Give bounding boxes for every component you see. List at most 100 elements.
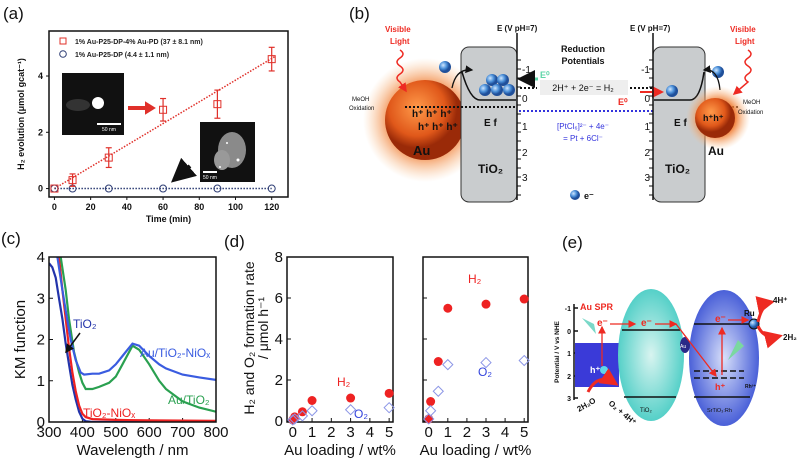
x-axis-label: Time (min) bbox=[146, 214, 191, 224]
electron-label-1: e⁻ bbox=[597, 318, 608, 329]
h2-reaction: 2H⁺ + 2e⁻ = H₂ bbox=[552, 83, 614, 93]
srtio3-label: SrTiO₃:Rh bbox=[707, 408, 732, 414]
electron-legend-icon bbox=[570, 190, 580, 200]
y-tick-label: 2 bbox=[275, 372, 283, 389]
tio2-ellipse bbox=[618, 289, 684, 421]
electron-icon bbox=[439, 61, 451, 73]
data-point-h2 bbox=[443, 303, 453, 313]
protons-label: 4H⁺ bbox=[773, 296, 787, 305]
band-bending-left bbox=[461, 71, 516, 101]
x-tick-label: 1 bbox=[444, 424, 452, 441]
meoh-left: MeOH bbox=[352, 97, 369, 103]
axis-tick-label: 2 bbox=[522, 148, 528, 159]
y-tick-label: 0 bbox=[37, 414, 45, 431]
y-axis-label: KM function bbox=[12, 300, 29, 379]
data-point-o2 bbox=[423, 413, 435, 425]
series-label: H₂ bbox=[468, 272, 482, 286]
panel-c-chart: 300 400 500 600 700 800 0 1 2 3 4 Wavelength / nm KM… bbox=[12, 249, 229, 459]
data-point-o2 bbox=[432, 385, 444, 397]
tio2-label-right: TiO₂ bbox=[665, 162, 690, 176]
tio2-label-e: TiO₂ bbox=[640, 408, 652, 414]
axis-tick-label: 1 bbox=[567, 351, 571, 358]
arrow-icon bbox=[65, 332, 81, 354]
panel-label-e: (e) bbox=[562, 233, 583, 252]
x-tick-label: 0 bbox=[289, 424, 297, 441]
axis-title-e: Potential / V vs NHE bbox=[554, 320, 561, 382]
x-axis-label: Au loading / wt% bbox=[284, 442, 396, 459]
data-point-square bbox=[104, 153, 113, 162]
data-point-o2 bbox=[289, 413, 301, 425]
e0-label-green: E⁰ bbox=[540, 70, 550, 80]
meoh-right: MeOH bbox=[743, 100, 760, 106]
data-point-h2 bbox=[426, 397, 436, 407]
meoh-right-2: Oxidation bbox=[738, 110, 763, 116]
panel-label-b: (b) bbox=[349, 4, 370, 23]
data-point-square bbox=[159, 105, 168, 114]
black-arrow-icon bbox=[170, 157, 197, 183]
axis-tick-label: 1 bbox=[522, 122, 528, 133]
x-tick-label: 500 bbox=[103, 424, 128, 441]
axis-tick-label: -1 bbox=[565, 306, 571, 313]
x-tick-label: 3 bbox=[346, 424, 354, 441]
legend-label: 1% Au-P25-DP (4.4 ± 1.1 nm) bbox=[75, 52, 169, 59]
x-tick-label: 80 bbox=[194, 202, 204, 212]
hole-icon bbox=[600, 366, 608, 374]
visible-light-right-2: Light bbox=[735, 37, 755, 46]
series-label: Au/TiO₂ bbox=[168, 393, 210, 407]
holes-right: h⁺h⁺ bbox=[703, 113, 724, 123]
panel-a-chart: 50 nm 50 nm 0 20 40 60 80 100 120 0 2 4 Time (min)… bbox=[16, 30, 289, 224]
series-line-2 bbox=[59, 257, 216, 413]
au-particle bbox=[680, 337, 690, 353]
axis-tick-label: 2 bbox=[567, 374, 571, 381]
series-label: TiO₂-NiOₓ bbox=[83, 406, 135, 420]
red-arrow-icon bbox=[128, 101, 156, 115]
plot-frame bbox=[48, 256, 217, 423]
y-tick-label: 6 bbox=[275, 290, 283, 307]
inset-tem-large-particle: 50 nm bbox=[62, 73, 124, 135]
rh-label: Rh³⁺ bbox=[745, 384, 756, 390]
data-point-circle bbox=[267, 184, 276, 193]
visible-light-left: Visible bbox=[385, 25, 411, 34]
y-tick-label: 8 bbox=[275, 249, 283, 266]
au-label-left: Au bbox=[413, 143, 430, 158]
x-tick-label: 40 bbox=[122, 202, 132, 212]
y-tick-label: 4 bbox=[38, 71, 43, 81]
reduction-title-2: Potentials bbox=[561, 56, 604, 66]
au-label-right: Au bbox=[708, 144, 724, 158]
series-label: Au/TiO₂-NiOₓ bbox=[140, 346, 210, 360]
fit-line-red bbox=[54, 55, 276, 190]
data-point-square bbox=[68, 176, 77, 185]
fermi-label-left: E f bbox=[484, 118, 497, 129]
data-point-h2 bbox=[307, 396, 317, 405]
reduction-title: Reduction bbox=[561, 44, 605, 54]
series-line-3 bbox=[56, 257, 216, 381]
data-point-circle bbox=[104, 184, 113, 193]
data-point-o2 bbox=[287, 414, 299, 426]
hole-label-1: h⁺ bbox=[590, 365, 600, 375]
au-label-e: Au bbox=[680, 344, 686, 350]
legend-label: 1% Au-P25-DP-4% Au-PD (37 ± 8.1 nm) bbox=[75, 39, 203, 46]
visible-light-right: Visible bbox=[730, 25, 756, 34]
scale-bar-label: 50 nm bbox=[203, 175, 217, 181]
axis-tick-label: 0 bbox=[567, 329, 571, 336]
data-point-h2 bbox=[384, 388, 394, 398]
axis-tick-label: 0 bbox=[522, 94, 528, 105]
axis-tick-label: 3 bbox=[522, 173, 528, 184]
data-point-o2 bbox=[480, 356, 492, 369]
x-axis-label: Au loading / wt% bbox=[420, 442, 532, 459]
x-tick-label: 5 bbox=[520, 424, 528, 441]
x-tick-label: 4 bbox=[501, 424, 509, 441]
x-tick-label: 20 bbox=[86, 202, 96, 212]
light-icon bbox=[728, 340, 744, 360]
e0-label-red: E⁰ bbox=[618, 97, 628, 107]
data-point-o2 bbox=[306, 405, 318, 417]
y-tick-label: 1 bbox=[37, 373, 45, 390]
holes-left-row1: h⁺ h⁺ h⁺ bbox=[412, 109, 452, 120]
axis-tick-label: -1 bbox=[522, 65, 531, 76]
data-point-o2 bbox=[383, 401, 395, 414]
x-tick-label: 100 bbox=[228, 202, 243, 212]
x-tick-label: 120 bbox=[264, 202, 279, 212]
data-point-square bbox=[50, 184, 59, 193]
data-point-o2 bbox=[518, 354, 530, 367]
axis-tick-label: 1 bbox=[644, 122, 650, 133]
